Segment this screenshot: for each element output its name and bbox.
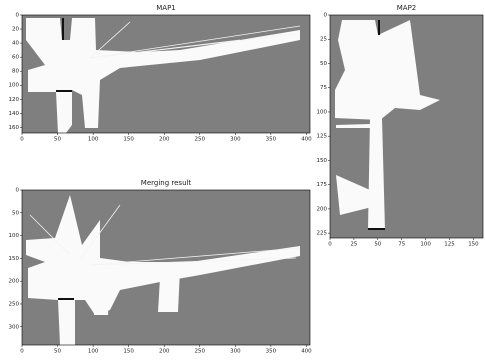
x-tick-label: 125 [444, 242, 455, 248]
y-tick-label: 0 [324, 13, 328, 19]
x-tick-label: 100 [88, 349, 99, 355]
x-tick-label: 300 [230, 137, 241, 143]
map-wall [56, 90, 72, 92]
y-tick-label: 140 [9, 111, 20, 117]
x-tick-label: 50 [374, 242, 381, 248]
x-tick-label: 250 [195, 137, 206, 143]
y-tick-label: 100 [9, 83, 20, 89]
panel-title: Merging result [141, 179, 192, 187]
x-tick-label: 0 [328, 242, 332, 248]
map2-image [330, 15, 483, 238]
y-tick-label: 80 [12, 69, 19, 75]
x-tick-label: 150 [123, 137, 134, 143]
y-tick-label: 25 [320, 37, 327, 43]
x-tick-label: 75 [398, 242, 405, 248]
y-tick-label: 300 [9, 324, 20, 330]
x-tick-label: 400 [301, 349, 312, 355]
y-tick-label: 50 [320, 61, 327, 67]
y-tick-label: 175 [317, 182, 328, 188]
x-tick-label: 0 [20, 137, 24, 143]
map-wall [378, 20, 380, 35]
x-tick-label: 150 [123, 349, 134, 355]
figure: MAP1050100150200250300350400020406080100… [0, 0, 485, 363]
x-tick-label: 200 [159, 137, 170, 143]
x-tick-label: 50 [54, 137, 61, 143]
y-tick-label: 50 [12, 210, 19, 216]
x-tick-label: 0 [20, 349, 24, 355]
x-tick-label: 400 [301, 137, 312, 143]
x-tick-label: 150 [468, 242, 479, 248]
x-tick-label: 350 [266, 349, 277, 355]
y-tick-label: 150 [9, 256, 20, 262]
x-tick-label: 300 [230, 349, 241, 355]
x-tick-label: 250 [195, 349, 206, 355]
y-tick-label: 100 [9, 233, 20, 239]
x-tick-label: 50 [54, 349, 61, 355]
y-tick-label: 40 [12, 41, 19, 47]
y-tick-label: 160 [9, 125, 20, 131]
panel-title: MAP2 [397, 4, 417, 12]
map-wall [58, 298, 74, 300]
x-tick-label: 200 [159, 349, 170, 355]
y-tick-label: 125 [317, 134, 328, 140]
y-tick-label: 20 [12, 27, 19, 33]
y-tick-label: 120 [9, 97, 20, 103]
map1-image [22, 15, 310, 133]
map-wall [368, 228, 385, 230]
map-wall [62, 18, 64, 40]
x-tick-label: 100 [420, 242, 431, 248]
y-tick-label: 200 [317, 206, 328, 212]
y-tick-label: 225 [317, 231, 328, 237]
x-tick-label: 350 [266, 137, 277, 143]
y-tick-label: 75 [320, 85, 327, 91]
map-free-space [94, 280, 110, 315]
x-tick-label: 100 [88, 137, 99, 143]
y-tick-label: 150 [317, 158, 328, 164]
y-tick-label: 250 [9, 301, 20, 307]
y-tick-label: 0 [16, 13, 20, 19]
merged-image [22, 190, 310, 345]
y-tick-label: 100 [317, 109, 328, 115]
y-tick-label: 60 [12, 55, 19, 61]
y-tick-label: 0 [16, 188, 20, 194]
panel-title: MAP1 [156, 4, 176, 12]
x-tick-label: 25 [350, 242, 357, 248]
y-tick-label: 200 [9, 279, 20, 285]
